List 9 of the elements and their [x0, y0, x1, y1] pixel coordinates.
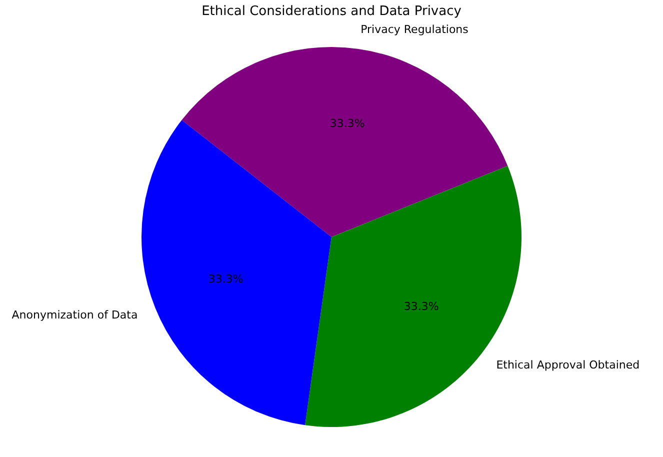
slice-label: Privacy Regulations	[360, 23, 469, 36]
pie-slice	[182, 47, 508, 237]
chart-title: Ethical Considerations and Data Privacy	[202, 4, 462, 19]
data-label: 33.3%	[208, 272, 244, 286]
slice-label: Anonymization of Data	[12, 308, 138, 322]
data-label: 33.3%	[330, 117, 365, 130]
slice-label: Ethical Approval Obtained	[496, 358, 640, 372]
data-label: 33.3%	[404, 300, 439, 314]
pie-slice	[142, 120, 332, 426]
